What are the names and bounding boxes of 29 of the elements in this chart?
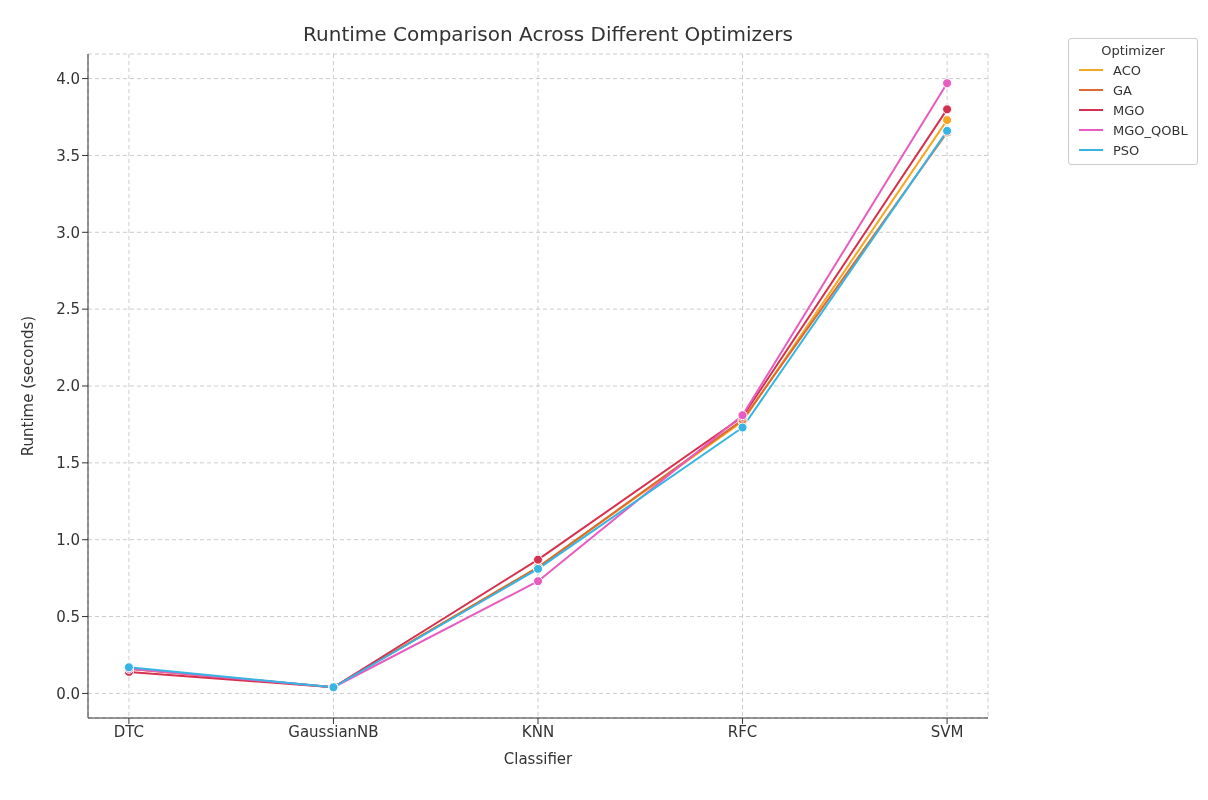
point: [942, 78, 953, 89]
legend-label: GA: [1113, 82, 1132, 98]
y-tick-label: 3.0: [56, 223, 80, 242]
point: [533, 554, 543, 565]
y-tick-label: 2.5: [56, 300, 80, 319]
point: [533, 576, 543, 587]
legend-label: ACO: [1113, 62, 1141, 78]
y-axis-title: Runtime (seconds): [19, 315, 38, 457]
legend-label: PSO: [1113, 142, 1140, 158]
y-tick-label: 1.0: [56, 531, 80, 550]
x-tick-label: DTC: [113, 722, 145, 741]
x-axis-title: Classifier: [503, 750, 574, 768]
x-tick-label: GaussianNB: [288, 722, 379, 741]
y-tick-label: 3.5: [56, 146, 80, 165]
point: [737, 422, 748, 433]
legend-label: MGO_QOBL: [1113, 122, 1188, 138]
y-tick-label: 1.5: [56, 454, 80, 473]
legend-label: MGO: [1113, 102, 1145, 118]
x-tick-label: SVM: [930, 722, 964, 741]
x-tick-label: RFC: [727, 722, 758, 741]
x-tick-label: KNN: [521, 722, 555, 741]
y-tick-label: 0.5: [56, 607, 80, 626]
y-tick-label: 0.0: [56, 684, 80, 703]
point: [942, 115, 953, 126]
y-tick-label: 4.0: [56, 69, 80, 88]
legend-title: Optimizer: [1100, 43, 1166, 58]
point: [942, 104, 953, 115]
chart-title: Runtime Comparison Across Different Optimizers: [302, 22, 794, 46]
y-tick-label: 2.0: [56, 377, 80, 396]
